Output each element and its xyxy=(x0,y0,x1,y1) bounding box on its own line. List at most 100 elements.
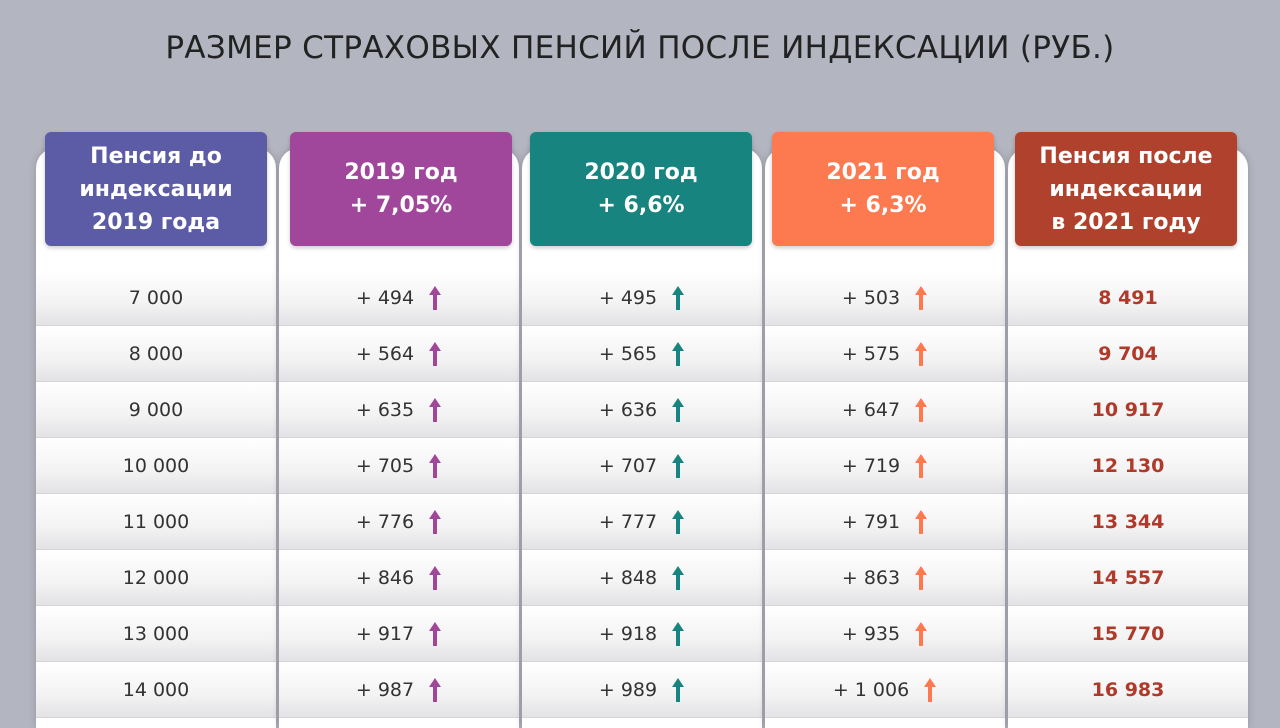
table-cell: + 776 xyxy=(279,494,519,550)
table-cell: 8 000 xyxy=(36,326,276,382)
cell-value: + 635 xyxy=(355,398,415,421)
table-cell: + 635 xyxy=(279,382,519,438)
header-base: Пенсия до индексации 2019 года xyxy=(45,132,267,246)
table-cell: + 503 xyxy=(765,270,1005,326)
header-label: 2019 год + 7,05% xyxy=(344,160,458,218)
table-cell: + 705 xyxy=(279,438,519,494)
table-cell: 14 000 xyxy=(36,662,276,718)
table-cell: 13 344 xyxy=(1008,494,1248,550)
table-cell: + 494 xyxy=(279,270,519,326)
up-arrow-icon xyxy=(429,509,442,534)
cell-value: + 636 xyxy=(598,398,658,421)
up-arrow-icon xyxy=(672,565,685,590)
cell-value: 10 000 xyxy=(122,454,190,477)
column-rows: 7 000 8 000 9 000 10 000 11 000 12 000 13 000 1… xyxy=(36,270,276,718)
up-arrow-icon xyxy=(429,285,442,310)
header-y2019: 2019 год + 7,05% xyxy=(290,132,512,246)
header-y2020: 2020 год + 6,6% xyxy=(530,132,752,246)
cell-value: + 647 xyxy=(841,398,901,421)
cell-value: 10 917 xyxy=(1091,398,1165,421)
cell-value: + 495 xyxy=(598,286,658,309)
table-cell: + 1 006 xyxy=(765,662,1005,718)
cell-value: + 989 xyxy=(598,678,658,701)
table-cell: 16 983 xyxy=(1008,662,1248,718)
up-arrow-icon xyxy=(672,509,685,534)
up-arrow-icon xyxy=(429,397,442,422)
table-cell: + 917 xyxy=(279,606,519,662)
up-arrow-icon xyxy=(915,509,928,534)
cell-value: + 863 xyxy=(841,566,901,589)
header-label: Пенсия после индексации в 2021 году xyxy=(1039,143,1213,235)
table-cell: 9 000 xyxy=(36,382,276,438)
table-cell: 14 557 xyxy=(1008,550,1248,606)
up-arrow-icon xyxy=(915,341,928,366)
cell-value: + 791 xyxy=(841,510,901,533)
table-cell: 13 000 xyxy=(36,606,276,662)
table-cell: + 846 xyxy=(279,550,519,606)
table-cell: + 935 xyxy=(765,606,1005,662)
cell-value: + 846 xyxy=(355,566,415,589)
cell-value: 14 557 xyxy=(1091,566,1165,589)
header-label: 2021 год + 6,3% xyxy=(826,160,940,218)
table-cell: + 848 xyxy=(522,550,762,606)
up-arrow-icon xyxy=(915,285,928,310)
table-cell: + 564 xyxy=(279,326,519,382)
table-cell: + 707 xyxy=(522,438,762,494)
cell-value: + 707 xyxy=(598,454,658,477)
table-cell: 8 491 xyxy=(1008,270,1248,326)
table-cell: + 575 xyxy=(765,326,1005,382)
table-cell: 9 704 xyxy=(1008,326,1248,382)
cell-value: 9 704 xyxy=(1098,342,1158,365)
table-cell: + 989 xyxy=(522,662,762,718)
cell-value: + 564 xyxy=(355,342,415,365)
up-arrow-icon xyxy=(915,453,928,478)
table-cell: + 647 xyxy=(765,382,1005,438)
header-label: 2020 год + 6,6% xyxy=(584,160,698,218)
cell-value: 14 000 xyxy=(122,678,190,701)
table-cell: 7 000 xyxy=(36,270,276,326)
up-arrow-icon xyxy=(915,621,928,646)
table-cell: 15 770 xyxy=(1008,606,1248,662)
up-arrow-icon xyxy=(429,621,442,646)
table-cell: 12 000 xyxy=(36,550,276,606)
up-arrow-icon xyxy=(915,565,928,590)
table-cell: + 987 xyxy=(279,662,519,718)
cell-value: 7 000 xyxy=(128,286,184,309)
cell-value: + 848 xyxy=(598,566,658,589)
table-cell: + 495 xyxy=(522,270,762,326)
cell-value: 16 983 xyxy=(1091,678,1165,701)
table-cell: + 863 xyxy=(765,550,1005,606)
cell-value: 13 000 xyxy=(122,622,190,645)
table-cell: + 791 xyxy=(765,494,1005,550)
up-arrow-icon xyxy=(672,621,685,646)
up-arrow-icon xyxy=(915,397,928,422)
cell-value: + 987 xyxy=(355,678,415,701)
table-cell: + 565 xyxy=(522,326,762,382)
up-arrow-icon xyxy=(429,565,442,590)
header-y2021: 2021 год + 6,3% xyxy=(772,132,994,246)
up-arrow-icon xyxy=(672,397,685,422)
column-rows: + 495 + 565 + 636 + 707 + 777 + 848 + 918 + 989 xyxy=(522,270,762,718)
cell-value: + 503 xyxy=(841,286,901,309)
cell-value: 9 000 xyxy=(128,398,184,421)
up-arrow-icon xyxy=(429,453,442,478)
cell-value: + 575 xyxy=(841,342,901,365)
up-arrow-icon xyxy=(429,341,442,366)
column-rows: + 494 + 564 + 635 + 705 + 776 + 846 + 917 + 987 xyxy=(279,270,519,718)
up-arrow-icon xyxy=(672,341,685,366)
up-arrow-icon xyxy=(924,677,937,702)
cell-value: + 917 xyxy=(355,622,415,645)
cell-value: + 935 xyxy=(841,622,901,645)
cell-value: 12 000 xyxy=(122,566,190,589)
cell-value: + 1 006 xyxy=(832,678,910,701)
table-cell: + 719 xyxy=(765,438,1005,494)
up-arrow-icon xyxy=(672,453,685,478)
up-arrow-icon xyxy=(672,677,685,702)
table-cell: + 636 xyxy=(522,382,762,438)
table-cell: 10 000 xyxy=(36,438,276,494)
cell-value: 15 770 xyxy=(1091,622,1165,645)
cell-value: + 777 xyxy=(598,510,658,533)
cell-value: + 776 xyxy=(355,510,415,533)
cell-value: + 494 xyxy=(355,286,415,309)
column-rows: + 503 + 575 + 647 + 719 + 791 + 863 + 935 + 1 0… xyxy=(765,270,1005,718)
